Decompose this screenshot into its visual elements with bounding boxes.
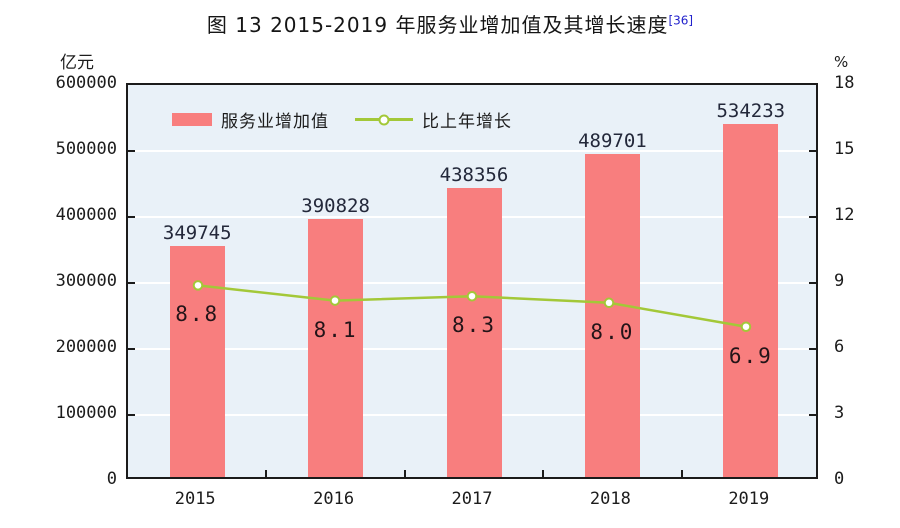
legend-bar-swatch [172, 113, 212, 126]
bar [584, 153, 640, 477]
right-axis-tick-label: 3 [834, 403, 845, 423]
right-axis-tick-label: 18 [834, 73, 855, 93]
left-axis-tick [128, 216, 135, 218]
right-axis-tick-label: 6 [834, 337, 845, 357]
plot-area: 服务业增加值 比上年增长 349745 390828 438356 489701 534… [126, 83, 818, 479]
x-axis-category-label: 2019 [728, 489, 770, 509]
growth-value-label: 8.8 [175, 302, 220, 327]
growth-value-label: 8.3 [452, 313, 496, 338]
growth-value-label: 6.9 [728, 344, 773, 369]
gridline [128, 150, 816, 152]
right-axis-tick [809, 216, 816, 218]
bar-value-label: 534233 [716, 100, 786, 123]
x-axis-category-label: 2016 [313, 489, 355, 509]
chart-title: 图 13 2015-2019 年服务业增加值及其增长速度[36] [0, 9, 900, 38]
bar-value-label: 349745 [162, 222, 232, 245]
x-axis-tick [265, 470, 268, 477]
right-axis-tick [809, 150, 816, 152]
bar [308, 219, 364, 477]
bar-value-label: 390828 [301, 195, 370, 218]
x-axis-tick [680, 470, 683, 477]
left-axis-tick-label: 100000 [55, 403, 117, 423]
x-axis-category-label: 2017 [451, 489, 493, 509]
right-axis-tick [809, 348, 816, 350]
footnote-ref: [36] [668, 13, 694, 28]
left-axis-tick-label: 300000 [55, 271, 117, 291]
x-axis-tick [542, 470, 545, 477]
x-axis-category-label: 2018 [589, 489, 631, 509]
line-marker-icon [466, 290, 478, 302]
left-axis-tick [128, 414, 135, 416]
right-axis-tick-label: 0 [834, 469, 845, 489]
line-marker-icon [329, 295, 341, 306]
right-axis-tick-label: 9 [834, 271, 845, 291]
left-axis-tick [128, 348, 135, 350]
growth-line-series [192, 280, 752, 332]
legend-line-swatch [355, 114, 413, 125]
line-marker-icon [192, 280, 204, 291]
left-axis-tick-label: 200000 [55, 337, 117, 357]
left-axis-tick-label: 600000 [55, 73, 117, 93]
left-axis-unit-label: 亿元 [60, 53, 94, 73]
legend: 服务业增加值 比上年增长 [172, 107, 538, 132]
growth-value-label: 8.1 [313, 317, 358, 342]
left-axis-tick-label: 0 [106, 469, 117, 489]
right-axis-unit-label: % [834, 53, 849, 71]
bar [723, 124, 779, 477]
right-axis-tick-label: 12 [834, 205, 855, 225]
right-axis-tick [809, 282, 816, 284]
chart-title-text: 图 13 2015-2019 年服务业增加值及其增长速度 [206, 13, 669, 37]
right-axis-tick-label: 15 [834, 139, 855, 159]
x-axis-tick [403, 470, 406, 477]
x-axis-category-label: 2015 [174, 489, 216, 509]
bar [446, 187, 502, 477]
legend-line-marker-icon [378, 114, 390, 125]
growth-value-label: 8.0 [590, 320, 635, 344]
left-axis-tick [128, 282, 135, 284]
bar-value-label: 489701 [578, 129, 647, 152]
line-marker-icon [603, 297, 615, 309]
left-axis-tick [128, 150, 135, 152]
left-axis-tick-label: 500000 [55, 139, 117, 159]
line-marker-icon [740, 321, 752, 332]
bar-value-label: 438356 [439, 163, 509, 186]
right-axis-tick [809, 414, 816, 416]
legend-label-line-series: 比上年增长 [422, 112, 512, 132]
left-axis-tick-label: 400000 [55, 205, 117, 225]
legend-label-bar-series: 服务业增加值 [221, 112, 329, 132]
